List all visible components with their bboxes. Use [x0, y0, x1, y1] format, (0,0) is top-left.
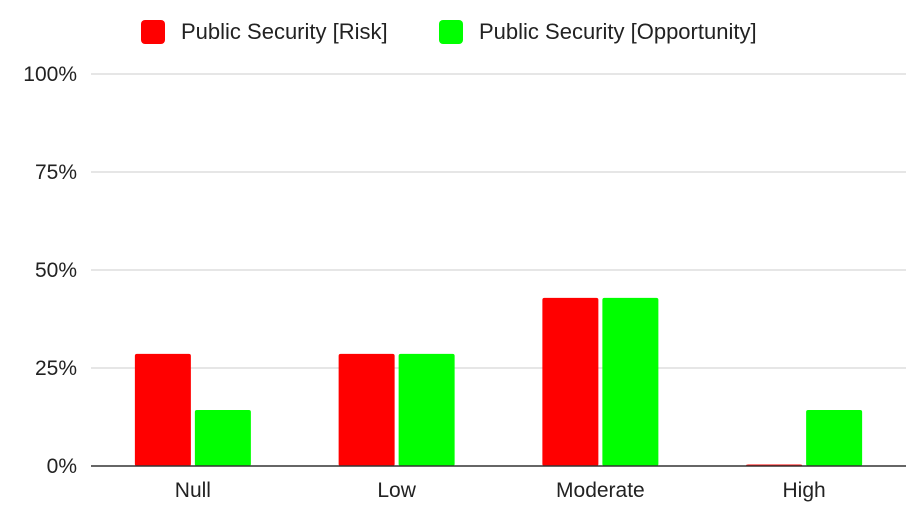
bar-opportunity-null[interactable] — [194, 409, 251, 466]
bar-risk-low[interactable] — [338, 353, 395, 466]
bar-opportunity-high[interactable] — [806, 409, 863, 466]
legend-label-opportunity: Public Security [Opportunity] — [479, 19, 757, 44]
bar-risk-null[interactable] — [134, 353, 191, 466]
x-axis-labels: Null Low Moderate High — [175, 479, 826, 502]
bar-risk-moderate[interactable] — [542, 297, 599, 466]
y-tick-label: 100% — [23, 63, 77, 86]
y-tick-label: 25% — [35, 357, 77, 380]
legend: Public Security [Risk] Public Security [… — [141, 19, 757, 44]
y-tick-label: 50% — [35, 259, 77, 282]
legend-label-risk: Public Security [Risk] — [181, 19, 388, 44]
legend-item-risk[interactable]: Public Security [Risk] — [141, 19, 388, 44]
y-tick-label: 0% — [47, 455, 77, 478]
gridlines — [91, 73, 906, 369]
bar-opportunity-moderate[interactable] — [602, 297, 659, 466]
legend-swatch-opportunity — [439, 20, 463, 44]
x-category-label: Moderate — [556, 479, 645, 502]
y-axis-ticks: 0% 25% 50% 75% 100% — [23, 63, 77, 478]
bar-opportunity-low[interactable] — [398, 353, 455, 466]
y-tick-label: 75% — [35, 161, 77, 184]
bars — [134, 297, 863, 466]
legend-item-opportunity[interactable]: Public Security [Opportunity] — [439, 19, 757, 44]
x-category-label: Low — [377, 479, 416, 502]
x-category-label: High — [783, 479, 826, 502]
x-category-label: Null — [175, 479, 211, 502]
legend-swatch-risk — [141, 20, 165, 44]
